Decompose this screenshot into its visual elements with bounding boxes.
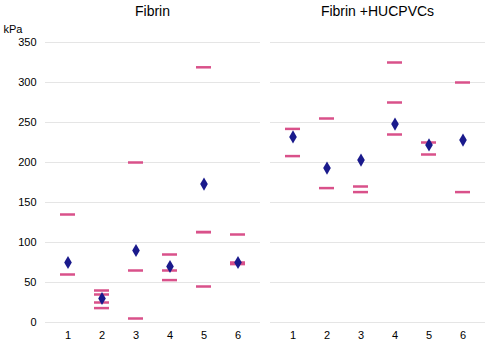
svg-text:6: 6 bbox=[460, 329, 466, 341]
svg-text:350: 350 bbox=[18, 36, 36, 48]
svg-text:2: 2 bbox=[99, 329, 105, 341]
svg-text:2: 2 bbox=[324, 329, 330, 341]
svg-text:300: 300 bbox=[18, 76, 36, 88]
svg-text:6: 6 bbox=[235, 329, 241, 341]
svg-text:3: 3 bbox=[358, 329, 364, 341]
svg-text:5: 5 bbox=[201, 329, 207, 341]
svg-text:1: 1 bbox=[65, 329, 71, 341]
svg-text:200: 200 bbox=[18, 156, 36, 168]
svg-text:1: 1 bbox=[290, 329, 296, 341]
svg-text:kPa: kPa bbox=[4, 23, 24, 35]
svg-text:100: 100 bbox=[18, 236, 36, 248]
html-text:Fibrin +HUCPVCs: Fibrin +HUCPVCs bbox=[320, 3, 435, 19]
svg-text:3: 3 bbox=[133, 329, 139, 341]
svg-text:250: 250 bbox=[18, 116, 36, 128]
svg-text:4: 4 bbox=[167, 329, 173, 341]
svg-text:0: 0 bbox=[30, 316, 36, 328]
svg-text:50: 50 bbox=[24, 276, 36, 288]
svg-text:5: 5 bbox=[426, 329, 432, 341]
svg-text:150: 150 bbox=[18, 196, 36, 208]
html-text:Fibrin: Fibrin bbox=[135, 3, 170, 19]
svg-text:4: 4 bbox=[392, 329, 398, 341]
